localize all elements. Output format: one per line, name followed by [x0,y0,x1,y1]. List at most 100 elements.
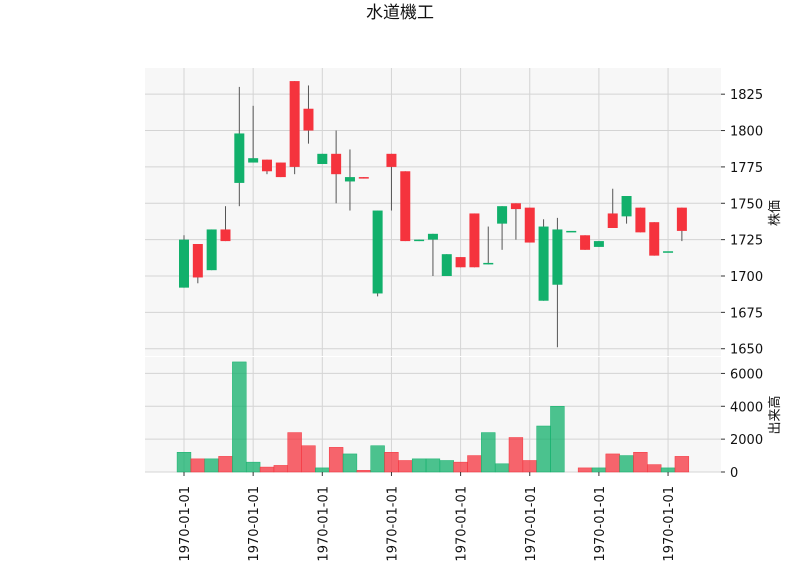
candle-body [358,177,369,179]
volume-bar [453,461,468,473]
candle-body [289,81,300,167]
candle-body [206,229,217,271]
candle-body [497,206,508,224]
candle-body [344,177,355,182]
candle-body [248,158,259,163]
x-tick-label: 1970-01-01 [593,486,608,562]
candle-body [649,222,660,256]
price-tick-label: 1825 [730,88,763,103]
x-tick-label: 1970-01-01 [524,486,539,562]
candle-body [635,207,646,233]
volume-bar [619,455,634,473]
candle-body [483,262,494,265]
candle-body [621,196,632,217]
volume-bar [633,452,648,473]
volume-bar [190,458,205,473]
volume-bar [674,456,690,473]
price-axis-label: 株価 [768,200,783,226]
volume-bar [439,460,454,473]
x-tick-label: 1970-01-01 [455,486,470,562]
volume-bar [647,464,662,473]
candle-body [427,233,438,240]
candle-body [552,229,563,285]
candle-body [510,203,521,210]
volume-bar [660,467,676,473]
candle-body [566,230,577,233]
volume-tick-label: 6000 [730,367,763,382]
price-tick-label: 1750 [730,197,763,212]
volume-bar [605,453,620,473]
x-tick-label: 1970-01-01 [247,486,262,562]
volume-bar [315,467,330,473]
chart-title: 水道機工 [366,3,434,23]
volume-bar [273,465,288,473]
volume-bar [467,455,482,473]
price-tick-label: 1725 [730,234,763,249]
volume-bar [356,470,371,473]
volume-bar [577,467,593,473]
candle-body [538,226,549,301]
volume-bar [259,466,275,473]
candle-body [676,207,687,231]
x-tick-label: 1970-01-01 [178,486,193,562]
volume-bar [301,445,316,473]
volume-bar [522,460,537,473]
candle-body [261,159,272,172]
volume-bar [232,361,247,473]
volume-bars-group [176,361,690,473]
candle-body [317,153,328,164]
volume-bar [591,467,607,473]
candle-body [607,213,618,228]
volume-bar [176,452,192,473]
x-tick-label: 1970-01-01 [316,486,331,562]
candle-body [179,239,189,288]
volume-bar [342,453,358,473]
x-axis: 1970-01-01 1970-01-01 1970-01-01 1970-01-01… [178,472,677,562]
volume-bar [384,452,399,473]
candle-body [303,108,314,131]
volume-bar [550,406,565,473]
volume-bar [245,461,261,473]
volume-bar [508,437,524,473]
candle-body [275,162,286,178]
candle-body [386,153,397,167]
candle-body [234,133,245,183]
volume-tick-label: 0 [730,466,738,481]
volume-bar [494,463,510,473]
candle-body [372,210,383,294]
x-tick-label: 1970-01-01 [385,486,400,562]
volume-axis-label: 出来高 [767,395,783,434]
price-tick-label: 1800 [730,125,763,140]
volume-bar [481,432,496,473]
price-tick-label: 1775 [730,161,763,176]
volume-bar [287,432,302,473]
volume-bar [411,458,427,473]
candle-body [220,229,231,242]
candle-body [441,254,452,276]
price-tick-label: 1650 [730,343,763,358]
candle-body [663,251,674,253]
volume-bar [328,447,344,473]
volume-bar [204,458,219,473]
candle-body [414,239,425,242]
candle-body [524,207,535,243]
volume-bar [218,456,233,473]
candle-body [455,257,466,268]
candle-body [469,213,480,268]
volume-bar [536,425,551,473]
candle-body [580,235,591,250]
volume-axis: 0 2000 4000 6000 [721,367,763,481]
x-tick-label: 1970-01-01 [662,486,677,562]
volume-bar [370,445,385,473]
candle-body [192,244,203,278]
price-tick-label: 1675 [730,306,763,321]
volume-bar [425,458,441,473]
volume-tick-label: 2000 [730,433,763,448]
candle-body [331,153,342,175]
volume-bar [398,460,413,473]
candle-body [400,171,411,242]
volume-tick-label: 4000 [730,400,763,415]
candles-group [179,81,687,348]
